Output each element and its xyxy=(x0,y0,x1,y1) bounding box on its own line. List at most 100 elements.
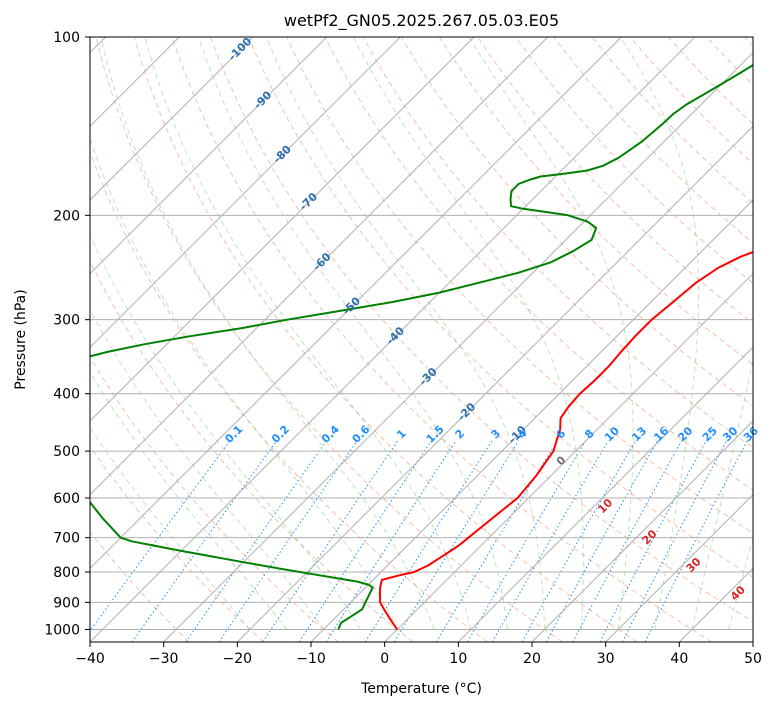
y-axis-label: Pressure (hPa) xyxy=(13,289,29,389)
x-axis-label: Temperature (°C) xyxy=(360,681,482,697)
moist-adiabat-label: 40 xyxy=(728,583,748,603)
mixing-ratio-label: 10 xyxy=(602,424,622,444)
mixing-ratio-label: 3 xyxy=(489,427,504,442)
mixing-ratio-line xyxy=(185,440,328,642)
dry-adiabat xyxy=(95,37,563,642)
moist-adiabat xyxy=(90,136,398,630)
y-tick-label: 500 xyxy=(53,444,80,460)
y-tick-label: 900 xyxy=(53,595,80,611)
chart-title: wetPf2_GN05.2025.267.05.03.E05 xyxy=(284,11,559,31)
mixing-ratio-line xyxy=(325,440,457,642)
mixing-ratio-line xyxy=(131,440,278,642)
x-tick-label: −30 xyxy=(149,651,179,667)
mixing-ratio-line xyxy=(491,440,609,642)
mixing-ratio-label: 25 xyxy=(700,424,720,444)
profile-line xyxy=(90,63,753,630)
x-tick-label: 30 xyxy=(597,651,615,667)
isotherm-line xyxy=(236,125,753,642)
isotherm-line xyxy=(310,199,753,642)
mixing-ratio-line xyxy=(364,440,493,642)
mixing-ratio-line xyxy=(545,440,659,642)
y-tick-label: 600 xyxy=(53,491,80,507)
dry-adiabat xyxy=(90,150,488,642)
dry-adiabat xyxy=(90,356,339,642)
y-tick-label: 700 xyxy=(53,531,80,547)
moist-adiabat xyxy=(353,37,584,630)
dry-adiabat xyxy=(668,37,753,125)
isotherm-line xyxy=(90,37,475,422)
moist-adiabat xyxy=(144,37,472,630)
moist-adiabat xyxy=(90,426,251,630)
mixing-ratio-line xyxy=(621,440,728,642)
dry-adiabat xyxy=(133,37,638,642)
y-axis: 1000 900 800 700 600 500 400 300 200 100 xyxy=(44,30,90,638)
mixing-ratio-line xyxy=(262,440,399,642)
moist-adiabat xyxy=(90,233,361,630)
isotherm-line xyxy=(384,272,753,642)
mixing-ratio-line xyxy=(572,440,683,642)
moist-adiabat-label: 20 xyxy=(640,527,660,547)
mixing-ratio-label: 1.5 xyxy=(424,423,447,446)
x-tick-label: 10 xyxy=(449,651,467,667)
mixing-ratio-line xyxy=(467,440,587,642)
isotherm-line xyxy=(457,346,753,642)
mixing-ratio-label: 0.6 xyxy=(350,423,373,446)
mixing-ratio-line xyxy=(218,440,358,642)
mixing-ratio-line xyxy=(644,440,748,642)
dry-adiabat xyxy=(553,37,753,244)
isotherm-line xyxy=(531,420,753,642)
moist-adiabat xyxy=(265,37,546,630)
x-tick-label: 20 xyxy=(523,651,541,667)
mixing-ratio-label: 16 xyxy=(651,424,671,444)
mixing-ratio-line xyxy=(90,440,231,632)
isotherm-line xyxy=(90,37,696,642)
mixing-ratio-label: 0.4 xyxy=(319,423,342,446)
moist-adiabat xyxy=(100,37,435,630)
dry-adiabat xyxy=(210,37,753,623)
x-axis: −40 −30 −20 −10 0 10 20 30 40 50 xyxy=(75,642,762,667)
mixing-ratio-line xyxy=(393,440,520,642)
x-tick-label: −10 xyxy=(296,651,326,667)
mixing-ratio-label: 0.2 xyxy=(269,423,292,446)
mixing-ratio-label: 20 xyxy=(675,424,695,444)
isotherm-line xyxy=(678,567,753,642)
isotherm-line xyxy=(605,493,753,642)
dry-adiabat xyxy=(438,37,753,366)
isotherm-line xyxy=(90,37,622,570)
mixing-ratio-line xyxy=(521,440,637,642)
mixing-ratio-label: 0.1 xyxy=(222,423,245,446)
isotherm-line xyxy=(163,51,753,642)
isotherm-line xyxy=(90,37,549,496)
moist-adiabat-label: 10 xyxy=(595,496,615,516)
x-tick-label: −40 xyxy=(75,651,105,667)
moist-adiabat xyxy=(728,536,753,630)
dry-adiabat xyxy=(248,37,753,578)
y-tick-label: 200 xyxy=(53,208,80,224)
plot-frame xyxy=(89,36,754,643)
moist-adiabat xyxy=(691,358,753,630)
x-tick-label: 50 xyxy=(744,651,762,667)
dry-adiabat xyxy=(744,37,753,47)
y-tick-label: 300 xyxy=(53,313,80,329)
isotherm-line xyxy=(90,37,328,275)
background-lines xyxy=(90,37,753,642)
mixing-ratio-label: 30 xyxy=(720,424,740,444)
mixing-ratio-label: 1 xyxy=(394,427,409,442)
dry-adiabat xyxy=(400,37,753,407)
isotherm-line xyxy=(90,37,401,349)
dry-adiabat xyxy=(171,37,712,642)
moist-adiabat xyxy=(620,37,700,630)
mixing-ratio-label: 8 xyxy=(582,427,597,442)
x-tick-label: 40 xyxy=(670,651,688,667)
moist-adiabat xyxy=(468,37,634,630)
moist-adiabat xyxy=(90,371,288,630)
y-tick-label: 1000 xyxy=(44,622,80,638)
moist-adiabat xyxy=(198,37,509,630)
mixing-ratio-label: 13 xyxy=(629,424,649,444)
x-tick-label: −20 xyxy=(223,651,253,667)
isotherm-line xyxy=(90,37,254,201)
dry-adiabat xyxy=(90,445,264,642)
dry-adiabat xyxy=(90,531,190,642)
dry-adiabat xyxy=(90,259,414,642)
